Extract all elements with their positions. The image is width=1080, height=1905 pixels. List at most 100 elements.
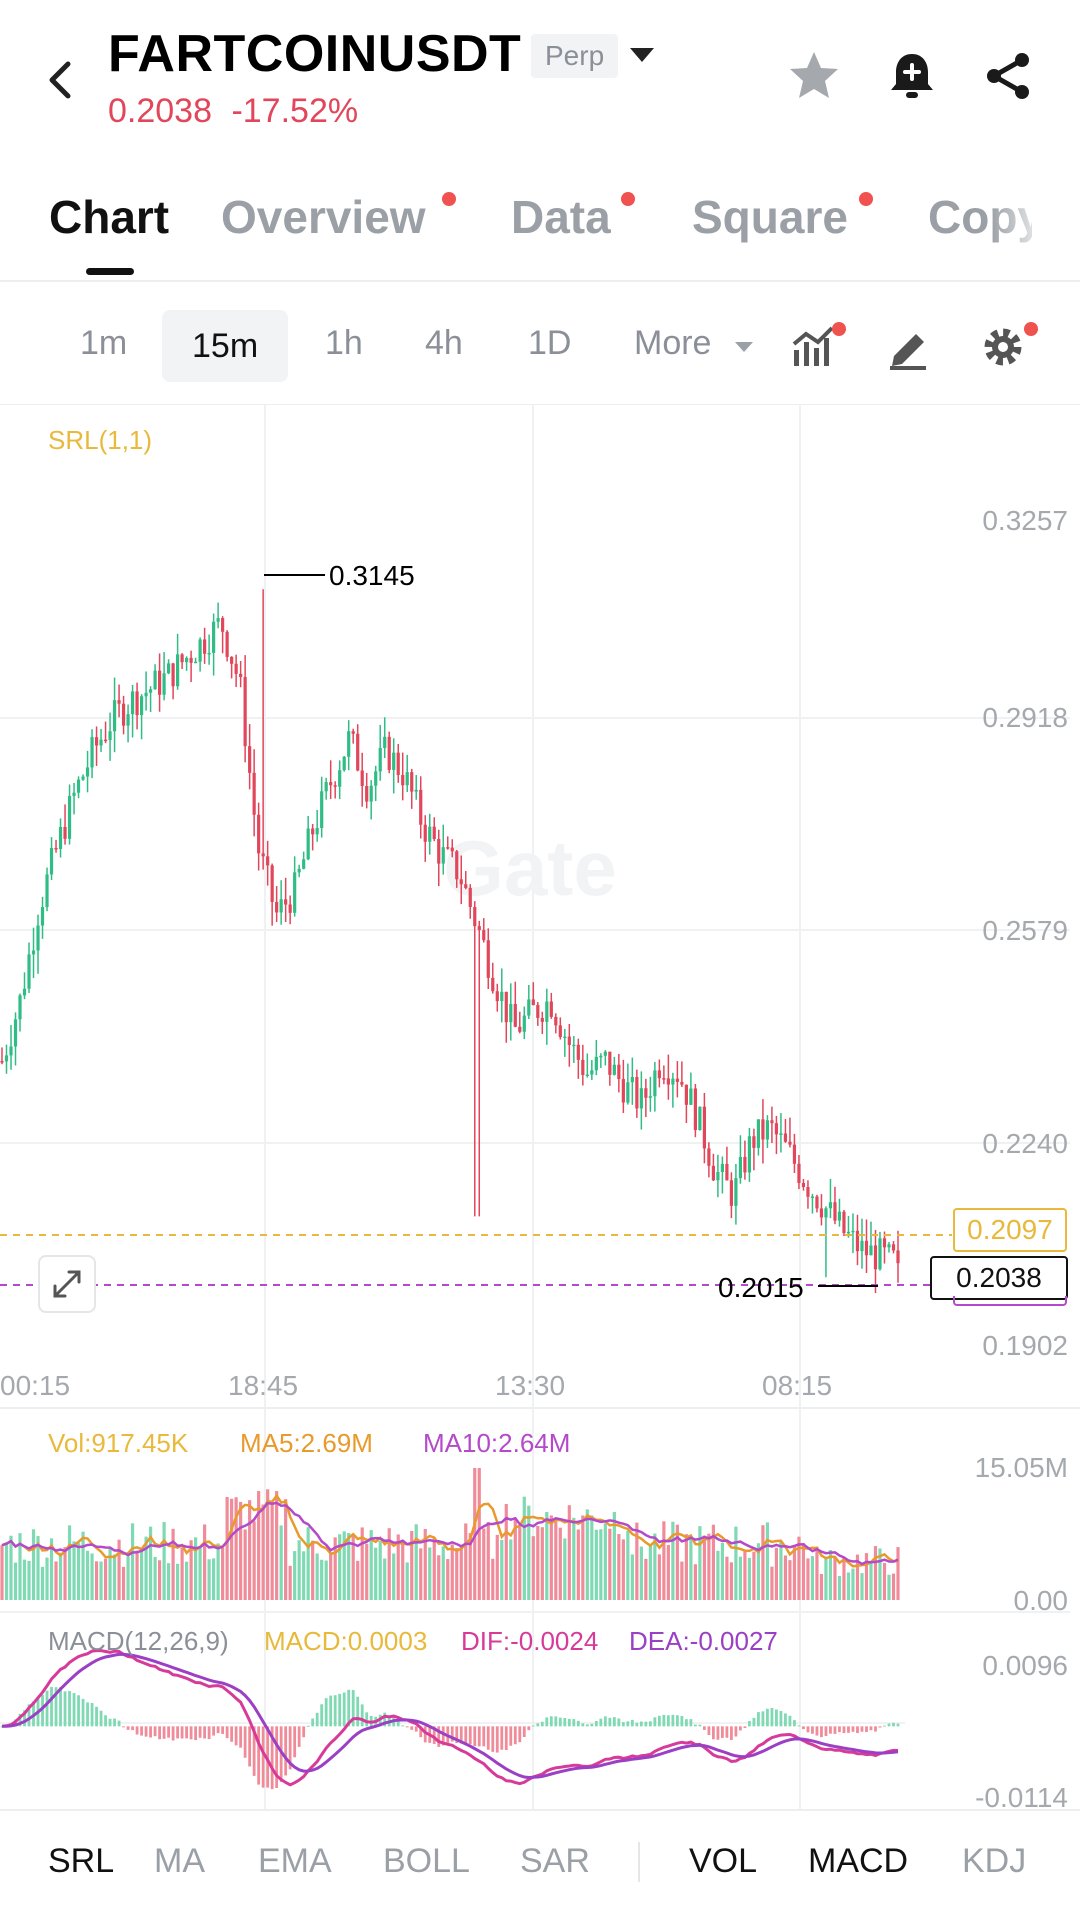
candle-body — [482, 930, 486, 941]
volume-bar — [27, 1560, 31, 1600]
macd-value-label: MACD:0.0003 — [264, 1626, 428, 1656]
candle-body — [819, 1208, 824, 1218]
volume-bar — [432, 1538, 436, 1600]
volume-bar — [117, 1539, 121, 1600]
volume-bar — [243, 1529, 247, 1600]
candle-body — [198, 639, 202, 662]
candles-group — [0, 589, 900, 1294]
candle-body — [626, 1082, 630, 1103]
indicator-boll[interactable]: BOLL — [383, 1842, 470, 1880]
candle-body — [522, 1015, 526, 1032]
current-price-tag[interactable]: 0.2038 — [930, 1256, 1068, 1300]
fullscreen-button[interactable] — [38, 1255, 96, 1313]
volume-bar — [67, 1525, 72, 1600]
candle-body — [243, 676, 247, 747]
volume-bar — [734, 1526, 738, 1600]
candle-body — [13, 1019, 18, 1047]
macd-bar — [45, 1690, 49, 1727]
candle-body — [175, 654, 180, 687]
volume-bar — [18, 1533, 22, 1600]
candle-body — [527, 999, 531, 1016]
macd-bar — [72, 1693, 76, 1727]
indicators-button[interactable] — [790, 322, 840, 372]
alert-button[interactable] — [882, 46, 942, 106]
tab-data[interactable]: Data — [511, 191, 611, 243]
interval-1m[interactable]: 1m — [80, 324, 128, 362]
symbol-title[interactable]: FARTCOINUSDT — [108, 25, 522, 83]
candle-body — [387, 736, 391, 770]
volume-bar — [302, 1551, 306, 1600]
macd-bar — [572, 1719, 576, 1727]
candle-body — [716, 1171, 720, 1181]
indicator-srl[interactable]: SRL — [48, 1842, 115, 1880]
volume-bar — [374, 1547, 378, 1600]
macd-bar — [135, 1726, 139, 1735]
candle-body — [576, 1044, 580, 1060]
indicator-sar[interactable]: SAR — [520, 1842, 590, 1880]
x-tick-1: 00:15 — [0, 1370, 71, 1401]
volume-bar — [504, 1504, 508, 1600]
volume-bar — [338, 1534, 342, 1600]
share-button[interactable] — [978, 46, 1038, 106]
candle-body — [171, 663, 175, 687]
tab-chart[interactable]: Chart — [49, 191, 170, 243]
candle-body — [194, 661, 198, 664]
volume-y-bottom: 0.00 — [1013, 1585, 1069, 1616]
square-notification-dot — [859, 192, 873, 206]
volume-bar — [401, 1542, 405, 1600]
contract-type-badge[interactable]: Perp — [531, 34, 619, 78]
indicator-vol[interactable]: VOL — [689, 1842, 758, 1880]
indicator-ema[interactable]: EMA — [258, 1842, 332, 1880]
macd-bar — [288, 1726, 292, 1770]
indicator-ma[interactable]: MA — [154, 1842, 205, 1880]
interval-1h[interactable]: 1h — [325, 324, 363, 362]
volume-bar — [671, 1521, 675, 1600]
candle-body — [446, 847, 450, 849]
settings-button[interactable] — [978, 322, 1028, 372]
symbol-dropdown-chevron-down-icon[interactable] — [630, 48, 654, 62]
candle-body — [644, 1088, 648, 1098]
candle-body — [108, 731, 112, 740]
macd-bar — [261, 1726, 265, 1788]
last-price: 0.2038 — [108, 92, 212, 130]
drawing-tool-button[interactable] — [884, 322, 934, 372]
macd-bar — [126, 1726, 130, 1730]
candle-body — [351, 731, 355, 734]
volume-bar — [878, 1548, 882, 1600]
volume-bar — [194, 1537, 198, 1600]
volume-bar — [63, 1547, 67, 1600]
back-button[interactable] — [40, 50, 80, 110]
favorite-button[interactable] — [784, 46, 844, 106]
interval-4h[interactable]: 4h — [425, 324, 463, 362]
more-chevron-down-icon — [735, 342, 753, 352]
volume-bar — [513, 1518, 517, 1600]
volume-bar — [45, 1557, 49, 1600]
volume-bar — [509, 1539, 513, 1600]
tab-square[interactable]: Square — [692, 191, 848, 243]
indicator-macd[interactable]: MACD — [808, 1842, 909, 1880]
interval-more[interactable]: More — [634, 324, 712, 362]
volume-bar — [549, 1515, 553, 1600]
macd-bar — [842, 1726, 846, 1734]
candle-body — [31, 950, 36, 955]
macd-bar — [396, 1721, 400, 1727]
interval-1d[interactable]: 1D — [528, 324, 572, 362]
macd-bar — [432, 1726, 436, 1744]
macd-bar — [50, 1686, 53, 1727]
interval-15m[interactable]: 15m — [162, 310, 289, 382]
candle-body — [139, 696, 144, 716]
candle-body — [315, 827, 319, 835]
macd-bar — [324, 1698, 328, 1727]
volume-bar — [725, 1556, 729, 1600]
tab-overview[interactable]: Overview — [221, 191, 426, 243]
macd-bar — [311, 1718, 315, 1727]
indicator-kdj[interactable]: KDJ — [962, 1842, 1027, 1880]
candle-body — [828, 1202, 833, 1209]
candle-body — [608, 1051, 612, 1075]
candle-body — [743, 1156, 747, 1173]
volume-bar — [347, 1532, 351, 1600]
volume-bar — [675, 1524, 679, 1600]
candle-body — [558, 1025, 562, 1038]
candle-body — [221, 618, 225, 632]
